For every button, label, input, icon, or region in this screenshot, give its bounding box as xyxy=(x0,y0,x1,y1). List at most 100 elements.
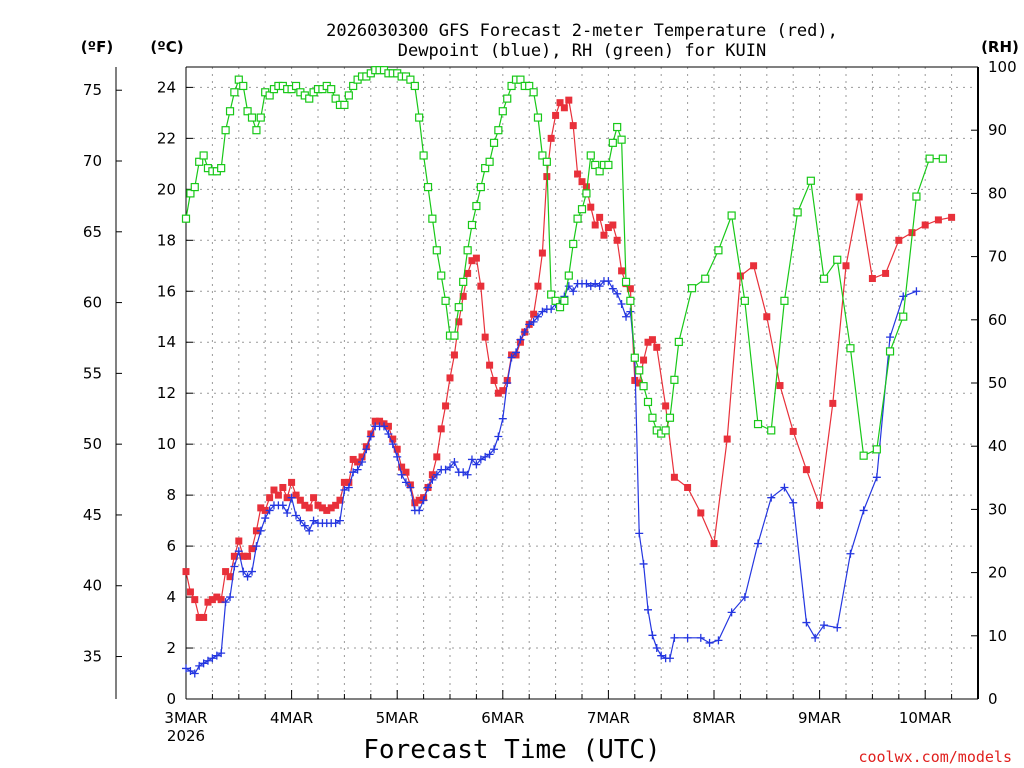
dewpoint-point xyxy=(498,414,507,423)
rh-point xyxy=(714,246,723,255)
dewpoint-point xyxy=(820,621,829,630)
dewpoint-point xyxy=(446,463,454,472)
temperature-point xyxy=(481,333,489,341)
y-tick-label-fahrenheit: 50 xyxy=(83,435,102,453)
temperature-point xyxy=(389,435,397,443)
y-tick-label-celsius: 6 xyxy=(166,537,176,555)
temperature-point xyxy=(472,254,480,262)
dewpoint-point xyxy=(683,633,692,642)
dewpoint-point xyxy=(604,277,613,286)
dewpoint-point xyxy=(490,445,499,454)
temperature-point xyxy=(613,236,621,244)
temperature-point xyxy=(327,504,335,512)
rh-point xyxy=(687,284,697,293)
dewpoint-point xyxy=(358,458,367,466)
temperature-point xyxy=(604,224,612,232)
dewpoint-point xyxy=(195,661,204,670)
x-tick-label: 7MAR xyxy=(587,709,630,727)
dewpoint-point xyxy=(239,567,248,576)
dewpoint-point xyxy=(622,312,631,321)
rh-point xyxy=(252,126,261,135)
y-tick-label-rh: 80 xyxy=(988,184,1007,202)
x-tick-label: 4MAR xyxy=(270,709,313,727)
temperature-point xyxy=(538,249,546,257)
rh-point xyxy=(291,81,301,91)
dewpoint-point xyxy=(912,287,921,296)
rh-point xyxy=(859,451,868,460)
x-tick-label: 5MAR xyxy=(376,709,419,727)
y-tick-label-rh: 100 xyxy=(988,58,1017,76)
rh-point xyxy=(190,182,199,192)
rh-point xyxy=(525,81,534,91)
dewpoint-point xyxy=(230,562,239,571)
temperature-point xyxy=(415,496,423,504)
rh-point xyxy=(586,151,595,160)
rh-point xyxy=(899,312,908,321)
dewpoint-point xyxy=(626,307,635,316)
dewpoint-point xyxy=(309,516,318,525)
temperature-point xyxy=(402,468,410,476)
dewpoint-point xyxy=(767,493,776,502)
dewpoint-point xyxy=(886,333,895,342)
temperature-point xyxy=(662,402,670,410)
rh-point xyxy=(450,331,459,340)
dewpoint-point xyxy=(705,638,714,647)
rh-point xyxy=(239,81,248,91)
rh-point xyxy=(670,375,679,384)
temperature-point xyxy=(710,540,718,548)
y-tick-label-rh: 70 xyxy=(988,248,1007,266)
dewpoint-point xyxy=(802,618,811,627)
temperature-point xyxy=(213,593,221,601)
dewpoint-point xyxy=(190,669,199,678)
rh-point xyxy=(727,211,736,220)
dewpoint-point xyxy=(872,473,881,482)
rh-point xyxy=(349,81,358,91)
dewpoint-point xyxy=(401,478,410,487)
temperature-point xyxy=(442,402,450,410)
rh-point xyxy=(472,201,481,211)
temperature-point xyxy=(464,269,472,277)
dewpoint-point xyxy=(639,559,648,568)
temperature-point xyxy=(314,501,322,509)
temperature-point xyxy=(239,552,247,560)
y-tick-label-celsius: 4 xyxy=(166,588,176,606)
rh-point xyxy=(498,107,507,116)
dewpoint-point xyxy=(340,486,349,495)
temperature-point xyxy=(763,313,771,321)
temperature-point xyxy=(186,588,194,596)
dewpoint-point xyxy=(696,633,705,642)
temperature-point xyxy=(534,282,542,290)
rh-point xyxy=(340,100,349,110)
dewpoint-point xyxy=(203,656,212,665)
rh-point xyxy=(630,353,639,362)
dewpoint-point xyxy=(353,465,362,474)
temperature-point xyxy=(468,257,476,265)
temperature-point xyxy=(428,471,436,479)
temperature-point xyxy=(829,399,837,407)
unit-label-rh: (RH) xyxy=(981,38,1019,56)
rh-point xyxy=(463,246,472,255)
rh-point xyxy=(648,413,657,422)
dewpoint-point xyxy=(186,666,195,675)
temperature-point xyxy=(310,494,318,502)
temperature-point xyxy=(283,494,291,502)
y-tick-label-rh: 10 xyxy=(988,627,1007,645)
dewpoint-point xyxy=(226,593,235,602)
temperature-point xyxy=(305,504,313,512)
dewpoint-point xyxy=(476,455,485,464)
temperature-point xyxy=(591,221,599,229)
rh-point xyxy=(547,290,556,299)
y-tick-label-celsius: 8 xyxy=(166,486,176,504)
temperature-point xyxy=(292,491,300,499)
temperature-point xyxy=(802,466,810,474)
rh-point xyxy=(327,85,336,94)
temperature-point xyxy=(358,453,366,461)
dewpoint-point xyxy=(644,605,652,614)
rh-point xyxy=(767,426,776,435)
temperature-point xyxy=(948,213,956,221)
dewpoint-point xyxy=(366,432,375,441)
dewpoint-point xyxy=(217,649,226,658)
dewpoint-point xyxy=(252,542,261,551)
dewpoint-point xyxy=(463,470,472,479)
dewpoint-point xyxy=(305,526,314,535)
